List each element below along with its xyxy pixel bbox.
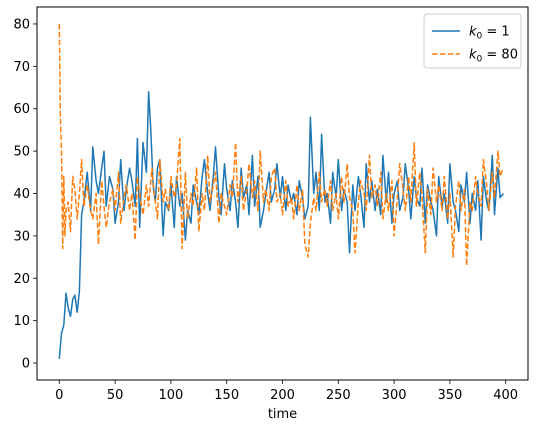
- x-tick-label: 0: [55, 388, 63, 403]
- y-tick-label: 10: [13, 314, 30, 329]
- y-axis-ticks: 0 10 20 30 40 50 60 70 80: [13, 17, 37, 372]
- x-tick-label: 150: [214, 388, 239, 403]
- y-tick-label: 50: [13, 145, 30, 160]
- y-tick-label: 0: [22, 357, 30, 372]
- x-tick-label: 50: [107, 388, 124, 403]
- legend-label-1: k0 = 1: [469, 25, 510, 42]
- x-tick-label: 350: [437, 388, 462, 403]
- y-tick-label: 60: [13, 102, 30, 117]
- legend: k0 = 1 k0 = 80: [423, 13, 522, 69]
- y-tick-label: 20: [13, 272, 30, 287]
- y-tick-label: 40: [13, 187, 30, 202]
- x-tick-label: 250: [326, 388, 351, 403]
- x-axis-ticks: 0 50 100 150 200 250 300 350 400: [55, 380, 518, 403]
- x-axis-label: time: [268, 407, 297, 422]
- y-tick-label: 70: [13, 60, 30, 75]
- series-layer: [58, 23, 505, 359]
- x-tick-label: 200: [270, 388, 295, 403]
- x-tick-label: 400: [493, 388, 518, 403]
- x-tick-label: 100: [158, 388, 183, 403]
- x-tick-label: 300: [382, 388, 407, 403]
- series-line-1: [58, 91, 504, 359]
- series-line-2: [58, 23, 505, 267]
- legend-label-2: k0 = 80: [469, 48, 518, 65]
- y-tick-label: 80: [13, 17, 30, 32]
- y-tick-label: 30: [13, 229, 30, 244]
